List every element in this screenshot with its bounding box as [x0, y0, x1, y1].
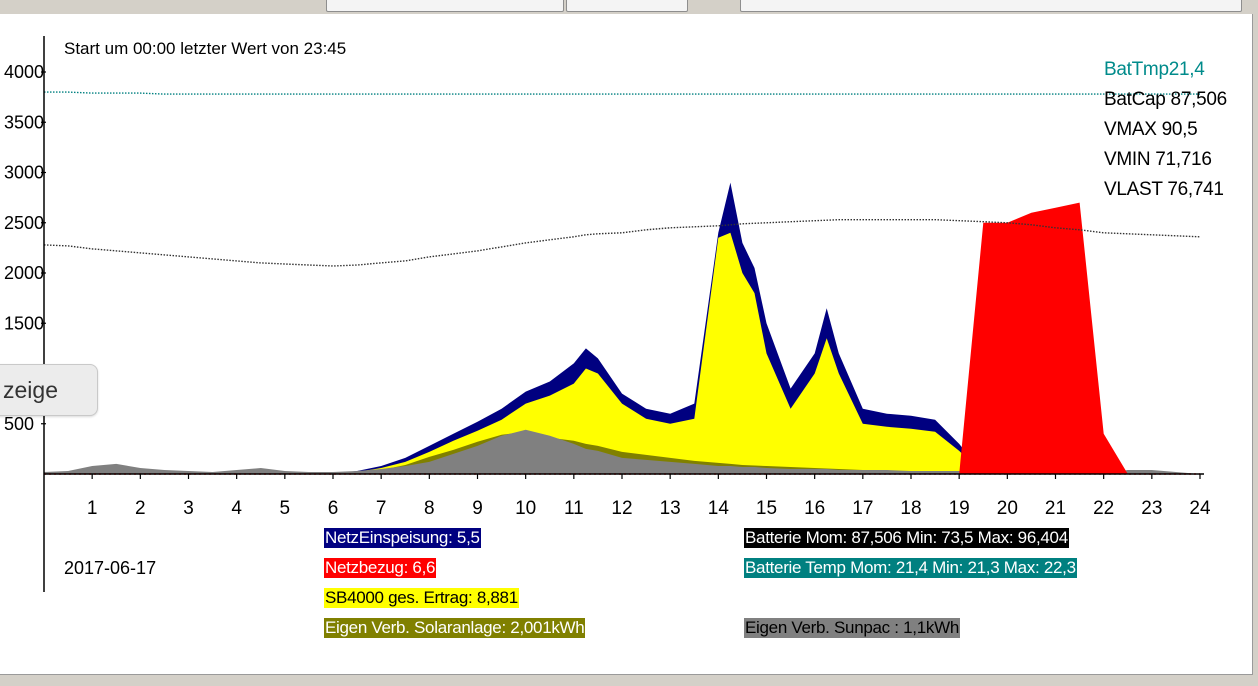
- x-tick-label: 12: [611, 498, 632, 519]
- right-label: VMAX 90,5: [1104, 119, 1197, 140]
- x-tick-label: 18: [900, 498, 921, 519]
- legend-netzeinspeisung: NetzEinspeisung: 5,5: [324, 528, 481, 548]
- toolbar-field[interactable]: [326, 0, 564, 12]
- y-tick-label: 1500: [4, 313, 44, 333]
- x-tick-label: 21: [1045, 498, 1066, 519]
- legend-batterie-mom: Batterie Mom: 87,506 Min: 73,5 Max: 96,4…: [744, 528, 1069, 548]
- x-tick-label: 1: [87, 498, 98, 519]
- x-tick-label: 22: [1093, 498, 1114, 519]
- series-sb4000: [44, 232, 1200, 474]
- status-strip: [0, 675, 1258, 686]
- x-tick-label: 8: [424, 498, 435, 519]
- x-tick-label: 20: [997, 498, 1018, 519]
- right-label: BatCap 87,506: [1104, 89, 1227, 110]
- chart-header: Start um 00:00 letzter Wert von 23:45: [64, 39, 346, 58]
- right-label: VMIN 71,716: [1104, 149, 1212, 170]
- legend-eigen-sunpac: Eigen Verb. Sunpac : 1,1kWh: [744, 618, 960, 638]
- x-tick-label: 7: [376, 498, 387, 519]
- x-tick-label: 13: [660, 498, 681, 519]
- x-tick-label: 3: [183, 498, 194, 519]
- y-tick-label: 3500: [4, 112, 44, 132]
- legend-netzbezug: Netzbezug: 6,6: [324, 558, 437, 578]
- series-eigen-solaranlage: [44, 431, 1200, 474]
- show-button[interactable]: zeige: [0, 364, 98, 416]
- x-tick-label: 24: [1189, 498, 1211, 519]
- legend-sb4000: SB4000 ges. Ertrag: 8,881: [324, 588, 519, 608]
- x-tick-label: 17: [852, 498, 873, 519]
- legend-eigen-solaranlage: Eigen Verb. Solaranlage: 2,001kWh: [324, 618, 586, 638]
- y-tick-label: 3000: [4, 163, 44, 183]
- y-tick-label: 2000: [4, 263, 44, 283]
- x-tick-label: 19: [949, 498, 970, 519]
- right-label: VLAST 76,741: [1104, 179, 1224, 200]
- chart-panel: 4000 3500 3000 2500 2000 1500 500 1 2 3 4 5 6 7 8 9 10 11…: [0, 14, 1253, 675]
- y-tick-label: 500: [4, 414, 34, 434]
- series-netzbezug: [44, 202, 1200, 474]
- x-tick-label: 16: [804, 498, 825, 519]
- x-tick-label: 23: [1141, 498, 1162, 519]
- x-tick-label: 6: [328, 498, 339, 519]
- x-tick-label: 14: [708, 498, 730, 519]
- toolbar-dropdown[interactable]: [740, 0, 1242, 12]
- chart-date: 2017-06-17: [64, 558, 156, 578]
- x-tick-label: 9: [472, 498, 483, 519]
- right-label: BatTmp21,4: [1104, 59, 1205, 80]
- x-tick-label: 10: [515, 498, 536, 519]
- x-tick-label: 5: [280, 498, 291, 519]
- x-tick-label: 11: [564, 498, 584, 519]
- toolbar-strip: [0, 0, 1258, 14]
- series-battmp: [44, 91, 1200, 95]
- y-tick-label: 4000: [4, 62, 44, 82]
- toolbar-input[interactable]: [566, 0, 688, 12]
- x-tick-label: 4: [231, 498, 242, 519]
- y-tick-label: 2500: [4, 213, 44, 233]
- x-tick-label: 2: [135, 498, 146, 519]
- x-tick-label: 15: [756, 498, 777, 519]
- legend-batterie-temp: Batterie Temp Mom: 21,4 Min: 21,3 Max: 2…: [744, 558, 1077, 578]
